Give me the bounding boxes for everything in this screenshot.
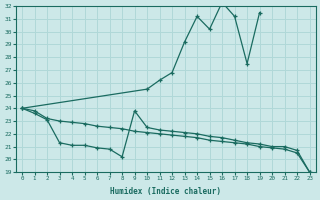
X-axis label: Humidex (Indice chaleur): Humidex (Indice chaleur) [110, 187, 221, 196]
